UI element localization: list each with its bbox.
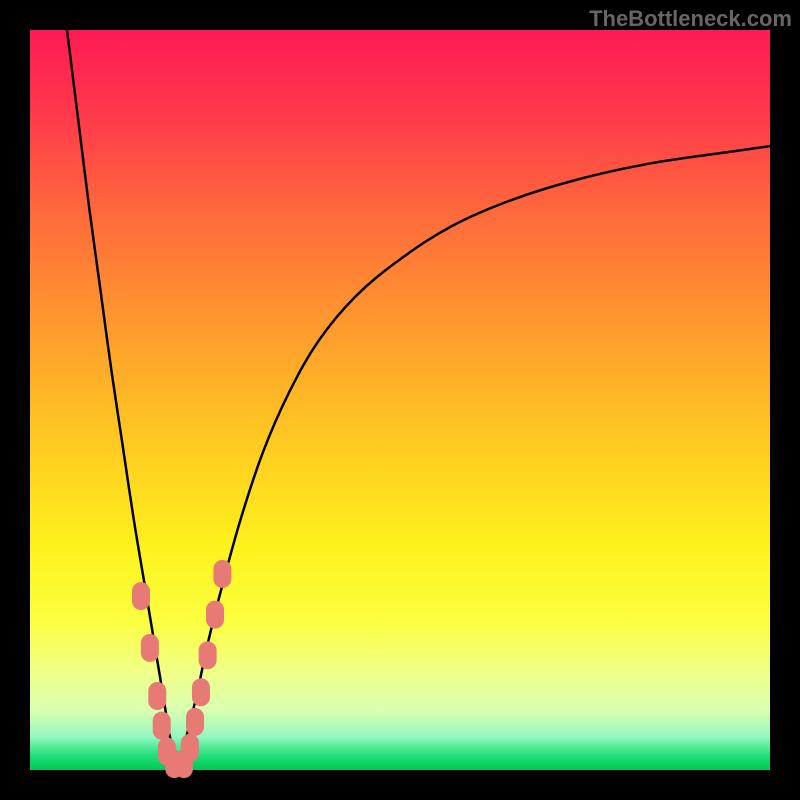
data-marker <box>206 601 224 629</box>
data-marker <box>192 678 210 706</box>
data-marker <box>181 734 199 762</box>
data-marker <box>153 712 171 740</box>
plot-area <box>30 30 770 770</box>
data-marker <box>132 582 150 610</box>
curve-left-branch <box>67 30 178 770</box>
data-marker <box>148 682 166 710</box>
curve-right-branch <box>178 146 770 770</box>
data-marker <box>141 634 159 662</box>
data-marker <box>186 708 204 736</box>
bottleneck-curve <box>30 30 770 770</box>
marker-group <box>132 560 231 778</box>
data-marker <box>199 641 217 669</box>
stage: TheBottleneck.com <box>0 0 800 800</box>
watermark-text: TheBottleneck.com <box>589 6 792 32</box>
data-marker <box>213 560 231 588</box>
